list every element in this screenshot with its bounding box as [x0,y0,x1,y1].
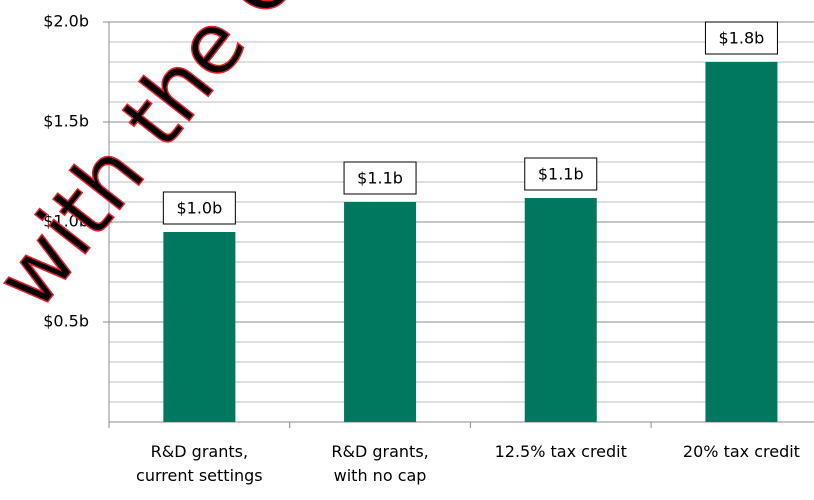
y-tick-label: $1.5b [43,112,89,131]
data-label: $1.0b [176,199,222,218]
data-label: $1.1b [538,165,584,184]
bar [524,198,597,422]
bar [344,202,417,422]
data-label-box [343,161,417,195]
x-tick-label: R&D grants, current settings [136,442,263,485]
bar [163,232,236,422]
data-label-box [704,21,778,55]
data-label-box [162,191,236,225]
y-tick-label: $0.5b [43,312,89,331]
data-label: $1.8b [719,29,765,48]
data-label: $1.1b [357,169,403,188]
y-tick-label: $2.0b [43,12,89,31]
watermark: with the O [0,0,322,326]
y-tick-label: $1.0b [43,212,89,231]
x-tick-label: R&D grants, with no cap [331,442,429,485]
x-tick-label: 12.5% tax credit [494,442,627,461]
x-tick-label: 20% tax credit [682,442,800,461]
data-label-box [524,157,598,191]
bar [705,62,778,422]
